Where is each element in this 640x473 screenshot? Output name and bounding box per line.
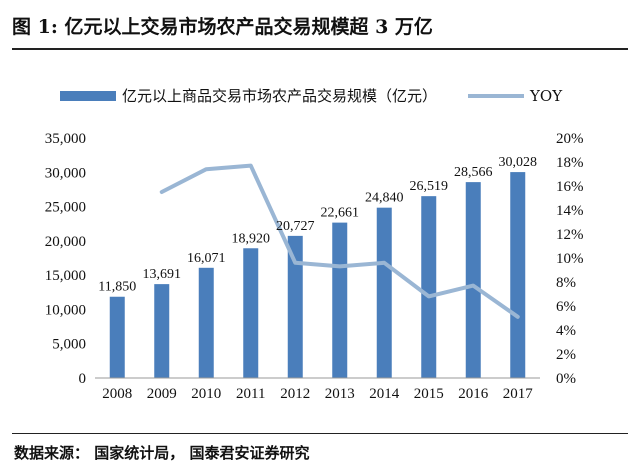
right-axis-tick-label: 6% — [556, 299, 576, 315]
bar-value-label-2014: 24,840 — [365, 191, 404, 206]
figure-title: 图 1: 亿元以上交易市场农产品交易规模超 3 万亿 — [12, 16, 433, 38]
bar-2015 — [421, 196, 437, 378]
right-axis-tick-label: 10% — [556, 251, 584, 267]
left-axis-tick-label: 10,000 — [45, 302, 86, 318]
left-axis-tick-label: 35,000 — [45, 131, 86, 147]
bar-2013 — [332, 222, 348, 378]
yoy-line-series — [159, 163, 520, 319]
bar-value-label-2008: 11,850 — [98, 280, 136, 295]
yoy-line — [159, 163, 520, 319]
x-axis-tick-label: 2013 — [325, 386, 355, 402]
bar-value-label-2009: 13,691 — [143, 267, 182, 282]
left-axis-tick-label: 5,000 — [52, 337, 86, 353]
left-axis-tick-label: 0 — [79, 371, 87, 387]
left-axis-tick-label: 30,000 — [45, 165, 86, 181]
right-axis-tick-label: 4% — [556, 323, 576, 339]
footer-rule — [12, 433, 628, 434]
left-axis: 0 5,000 10,000 15,000 20,000 25,000 30,000 35,0… — [45, 131, 86, 387]
legend-bar-swatch — [60, 91, 116, 101]
bar-value-label-2013: 22,661 — [321, 206, 360, 221]
x-axis-tick-label: 2017 — [503, 386, 534, 402]
bar-value-labels: 11,850 13,691 16,071 18,920 20,727 22,661 24,8… — [98, 155, 537, 295]
bar-value-label-2015: 26,519 — [410, 179, 449, 194]
x-axis: 2008 2009 2010 2011 2012 2013 2014 2015 2016 2017 — [95, 377, 540, 402]
right-axis: 0% 2% 4% 6% 8% 10% 12% 14% 16% 18% 20% — [556, 131, 584, 387]
x-axis-tick-label: 2011 — [236, 386, 265, 402]
right-axis-tick-label: 8% — [556, 275, 576, 291]
left-axis-tick-label: 15,000 — [45, 268, 86, 284]
chart-legend: 亿元以上商品交易市场农产品交易规模（亿元） YOY — [60, 87, 563, 105]
bar-value-label-2011: 18,920 — [232, 231, 271, 246]
x-axis-tick-label: 2016 — [458, 386, 489, 402]
bar-2017 — [510, 172, 526, 378]
right-axis-tick-label: 0% — [556, 371, 576, 387]
left-axis-tick-label: 25,000 — [45, 200, 86, 216]
right-axis-tick-label: 2% — [556, 347, 576, 363]
bar-value-label-2010: 16,071 — [187, 251, 226, 266]
bar-2014 — [376, 207, 392, 378]
data-source-note: 数据来源： 国家统计局， 国泰君安证券研究 — [14, 444, 310, 462]
bar-value-label-2017: 30,028 — [499, 155, 538, 170]
x-axis-tick-label: 2008 — [102, 386, 132, 402]
right-axis-tick-label: 16% — [556, 179, 584, 195]
legend-bar-label: 亿元以上商品交易市场农产品交易规模（亿元） — [122, 87, 437, 105]
bar-2016 — [465, 182, 481, 378]
x-axis-tick-label: 2015 — [414, 386, 444, 402]
bar-2011 — [243, 248, 259, 378]
bar-series — [109, 172, 526, 378]
bar-2010 — [198, 267, 214, 378]
bar-2008 — [109, 296, 125, 378]
bar-2012 — [287, 235, 303, 378]
title-rule — [12, 48, 628, 50]
right-axis-tick-label: 18% — [556, 155, 584, 171]
bar-value-label-2016: 28,566 — [454, 165, 493, 180]
x-axis-tick-label: 2014 — [369, 386, 400, 402]
legend-line-label: YOY — [529, 87, 563, 105]
right-axis-tick-label: 20% — [556, 131, 584, 147]
x-axis-tick-label: 2012 — [280, 386, 310, 402]
left-axis-tick-label: 20,000 — [45, 234, 86, 250]
bar-2009 — [154, 284, 170, 378]
x-axis-tick-label: 2010 — [191, 386, 221, 402]
right-axis-tick-label: 12% — [556, 227, 584, 243]
x-axis-tick-label: 2009 — [147, 386, 177, 402]
bar-value-label-2012: 20,727 — [276, 219, 315, 234]
right-axis-tick-label: 14% — [556, 203, 584, 219]
